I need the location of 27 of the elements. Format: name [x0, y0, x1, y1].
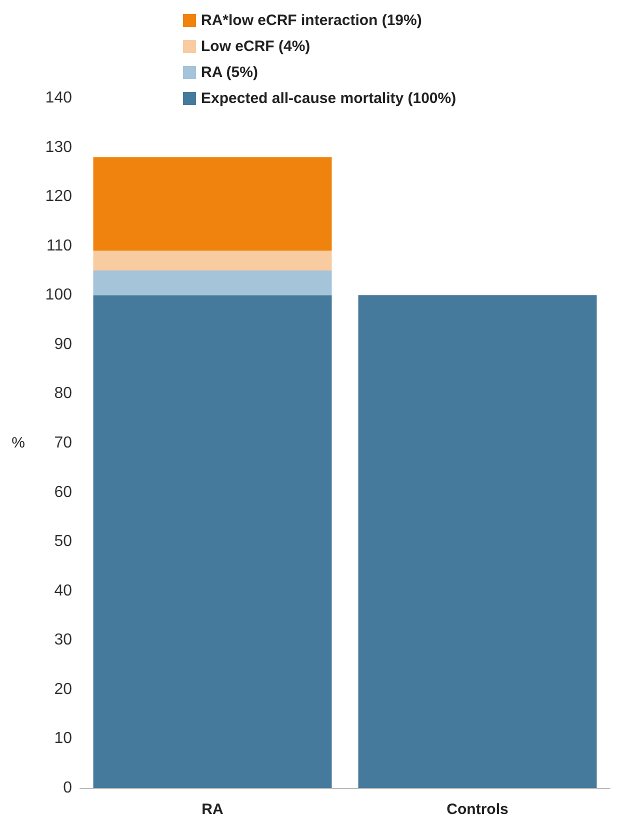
y-tick-label: 90: [54, 336, 72, 353]
y-tick-label: 30: [54, 632, 72, 649]
bar: [93, 157, 332, 251]
x-tick-label: RA: [202, 801, 224, 818]
y-tick-label: 40: [54, 582, 72, 600]
y-tick-label: 80: [54, 385, 72, 402]
bar: [358, 295, 597, 788]
legend-label: RA (5%): [201, 64, 258, 81]
y-tick-label: 50: [54, 533, 72, 550]
bar: [93, 250, 332, 270]
bar: [93, 295, 332, 788]
y-tick-label: 130: [45, 138, 72, 156]
legend-label: RA*low eCRF interaction (19%): [201, 12, 422, 29]
y-axis-title: %: [12, 434, 25, 452]
y-tick-label: 20: [54, 680, 72, 698]
y-tick-label: 140: [45, 90, 72, 106]
x-tick-label: Controls: [446, 801, 508, 818]
legend-label: Low eCRF (4%): [201, 38, 310, 55]
y-tick-label: 60: [54, 484, 72, 501]
legend-label: Expected all-cause mortality (100%): [201, 90, 456, 107]
bar: [93, 270, 332, 296]
y-tick-label: 120: [45, 188, 72, 206]
y-tick-label: 0: [63, 780, 72, 796]
y-tick-label: 10: [54, 730, 72, 748]
y-tick-label: 100: [45, 286, 72, 304]
y-tick-label: 70: [54, 434, 72, 452]
y-tick-label: 110: [46, 237, 72, 254]
